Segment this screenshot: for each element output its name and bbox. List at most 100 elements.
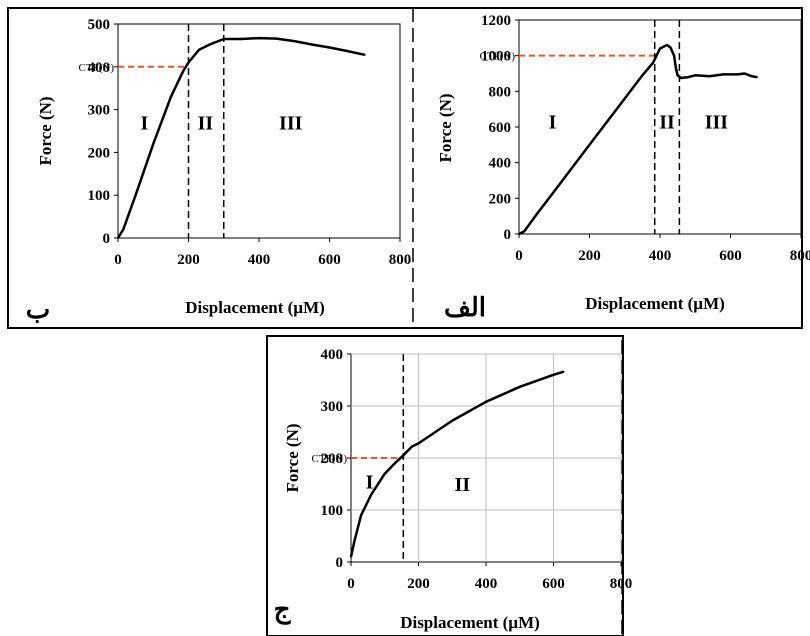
y-axis-label-b: Force (N) — [36, 96, 55, 165]
x-tick-label-jim-2: 400 — [475, 576, 498, 592]
panel-label-jim: ج — [274, 595, 292, 625]
x-axis-label-jim: Displacement (µM) — [400, 613, 540, 632]
ctf-label-b: CTF(N) — [79, 62, 115, 74]
region-label-jim-1: II — [455, 474, 471, 496]
y-tick-label-b-3: 300 — [88, 103, 111, 119]
y-tick-label-jim-4: 400 — [321, 347, 344, 363]
y-tick-label-alef-3: 600 — [489, 120, 512, 136]
data-point-alef-14 — [673, 54, 675, 57]
y-axis-label-jim: Force (N) — [283, 423, 302, 492]
x-tick-label-b-1: 200 — [177, 252, 200, 268]
ctf-label-jim: CTF(N) — [312, 453, 348, 465]
data-point-b-0 — [117, 237, 119, 239]
data-point-jim-0 — [350, 555, 352, 558]
data-point-alef-0 — [518, 233, 520, 235]
data-point-jim-1 — [353, 540, 356, 543]
data-point-jim-11 — [485, 400, 487, 403]
region-label-alef-1: II — [659, 112, 675, 134]
data-point-b-5 — [182, 70, 185, 72]
data-point-b-12 — [275, 37, 278, 40]
data-point-alef-25 — [756, 76, 758, 78]
x-tick-label-b-3: 600 — [318, 252, 341, 268]
y-tick-label-b-1: 100 — [88, 188, 111, 204]
y-tick-label-alef-5: 1000 — [481, 49, 511, 65]
panel-label-b: ب — [26, 295, 50, 324]
x-tick-label-jim-0: 0 — [347, 576, 355, 592]
data-point-b-10 — [240, 38, 243, 40]
y-tick-label-alef-6: 1200 — [481, 13, 511, 29]
x-axis-label-b: Displacement (µM) — [185, 298, 325, 317]
data-point-jim-7 — [410, 445, 413, 448]
region-label-b-1: II — [198, 112, 214, 134]
y-tick-label-alef-2: 400 — [489, 156, 512, 172]
data-point-alef-18 — [687, 76, 690, 78]
data-point-b-7 — [198, 48, 200, 51]
data-point-jim-12 — [518, 385, 521, 388]
x-tick-label-alef-4: 800 — [790, 248, 810, 264]
chart-panel-alef: 0 200 400 600 800 0 200 400 600 800 1000 1200 CTF(N… — [436, 13, 810, 322]
data-point-jim-13 — [552, 373, 555, 376]
data-point-b-14 — [310, 43, 313, 46]
data-point-b-4 — [169, 95, 172, 98]
data-point-alef-21 — [722, 73, 725, 76]
y-tick-label-b-4: 400 — [88, 60, 111, 76]
data-point-jim-8 — [417, 442, 420, 445]
x-axis-label-alef: Displacement (µM) — [585, 294, 725, 313]
data-point-jim-4 — [383, 472, 386, 475]
data-point-b-2 — [134, 194, 137, 197]
y-tick-label-jim-3: 300 — [321, 399, 344, 415]
series-line-b — [116, 36, 366, 239]
data-point-alef-10 — [659, 47, 661, 50]
y-tick-label-alef-4: 800 — [489, 84, 512, 100]
region-label-alef-0: I — [549, 112, 557, 134]
data-point-alef-24 — [750, 75, 753, 78]
data-point-b-13 — [293, 40, 296, 43]
data-point-b-15 — [328, 46, 331, 49]
data-point-jim-14 — [562, 370, 565, 373]
x-tick-label-jim-1: 200 — [407, 576, 430, 592]
y-tick-label-jim-2: 200 — [321, 451, 344, 467]
y-tick-label-b-2: 200 — [88, 145, 111, 161]
data-point-alef-4 — [570, 167, 573, 169]
data-point-b-1 — [122, 228, 125, 231]
x-tick-label-b-2: 400 — [248, 252, 271, 268]
data-point-jim-3 — [370, 493, 373, 496]
data-point-alef-7 — [623, 97, 626, 100]
data-point-alef-2 — [535, 213, 538, 216]
data-point-alef-13 — [669, 46, 672, 49]
data-point-alef-20 — [708, 75, 711, 78]
data-point-jim-5 — [393, 462, 396, 465]
x-tick-label-b-0: 0 — [114, 252, 122, 268]
y-tick-label-alef-1: 200 — [489, 191, 512, 207]
data-point-alef-3 — [553, 190, 556, 193]
data-point-alef-23 — [743, 72, 746, 75]
data-point-jim-10 — [451, 419, 454, 422]
data-point-b-17 — [363, 53, 366, 56]
data-point-alef-6 — [606, 120, 609, 123]
region-label-b-0: I — [141, 112, 149, 134]
data-point-alef-9 — [652, 61, 654, 64]
data-point-alef-12 — [666, 44, 668, 46]
region-label-b-2: III — [279, 112, 303, 134]
y-tick-label-b-0: 0 — [103, 231, 111, 247]
series-line-jim — [349, 370, 564, 558]
x-tick-label-jim-4: 800 — [610, 576, 633, 592]
x-tick-label-b-4: 800 — [389, 252, 412, 268]
data-point-b-16 — [346, 50, 349, 52]
data-point-b-6 — [187, 61, 190, 64]
region-label-alef-2: III — [705, 112, 729, 134]
figure-frames — [7, 7, 803, 636]
data-point-alef-8 — [641, 74, 644, 77]
y-tick-label-b-5: 500 — [88, 17, 111, 33]
ctf-label-alef: CTF(N) — [480, 51, 516, 63]
y-tick-label-alef-0: 0 — [504, 227, 512, 243]
data-point-jim-9 — [434, 431, 437, 433]
data-point-alef-1 — [523, 230, 526, 233]
x-tick-label-alef-2: 400 — [649, 248, 672, 264]
x-tick-label-alef-0: 0 — [515, 248, 523, 264]
y-axis-label-alef: Force (N) — [436, 93, 455, 162]
data-point-jim-6 — [402, 454, 405, 457]
